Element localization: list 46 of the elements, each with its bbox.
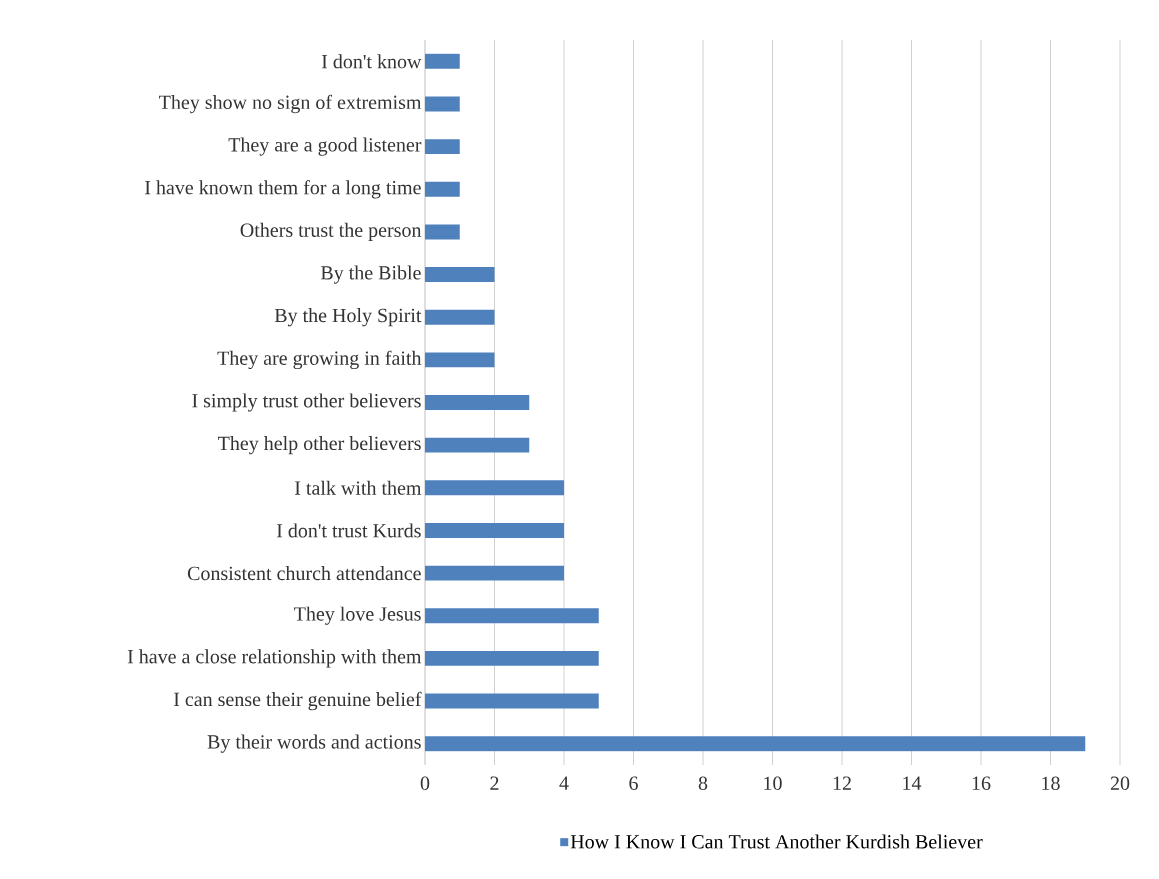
x-tick-label: 6 [629, 776, 638, 790]
x-tick-label: 12 [833, 776, 851, 790]
bar [424, 736, 1086, 752]
y-tick-label: They show no sign of extremism [159, 94, 422, 114]
bar [424, 608, 599, 624]
y-tick-label: I talk with them [294, 480, 422, 495]
y-tick-label: I don't trust Kurds [276, 523, 421, 538]
y-tick-label: By their words and actions [207, 734, 421, 753]
x-tick-label: 18 [1042, 776, 1060, 791]
bar [424, 522, 564, 538]
bar [424, 53, 460, 69]
x-tick-label: 14 [903, 776, 922, 790]
bar [424, 480, 564, 496]
legend-label: How I Know I Can Trust Another Kurdish Believer [570, 834, 983, 849]
bar [424, 693, 599, 709]
y-tick-label: By the Holy Spirit [274, 308, 422, 327]
x-tick-label: 4 [559, 776, 569, 790]
y-tick-label: I can sense their genuine belief [173, 691, 422, 711]
y-tick-label: Others trust the person [240, 222, 422, 241]
x-tick-label: 16 [972, 776, 991, 790]
bar [424, 395, 530, 410]
y-tick-label: By the Bible [320, 265, 421, 284]
x-tick-label: 10 [764, 776, 782, 791]
bar [424, 267, 495, 283]
y-tick-label: They help other believers [218, 436, 421, 455]
y-tick-label: They are a good listener [228, 137, 422, 156]
y-tick-label: Consistent church attendance [187, 566, 421, 581]
bar [424, 437, 530, 453]
x-tick-label: 2 [490, 776, 499, 790]
bar [424, 565, 564, 581]
x-tick-label: 8 [698, 776, 708, 791]
y-tick-label: I simply trust other believers [192, 393, 421, 412]
y-tick-label: I don't know [321, 54, 422, 69]
bar [424, 309, 495, 325]
bar [424, 224, 460, 240]
y-tick-label: They are growing in faith [217, 350, 422, 370]
bar [424, 96, 460, 112]
bar [424, 139, 460, 155]
y-tick-label: I have known them for a long time [145, 180, 421, 199]
y-tick-label: I have a close relationship with them [127, 649, 422, 668]
bar [424, 181, 460, 197]
bar [424, 352, 495, 368]
x-tick-label: 0 [420, 776, 430, 791]
y-tick-label: They love Jesus [294, 606, 421, 625]
bar [424, 650, 599, 666]
x-tick-label: 20 [1110, 776, 1130, 791]
